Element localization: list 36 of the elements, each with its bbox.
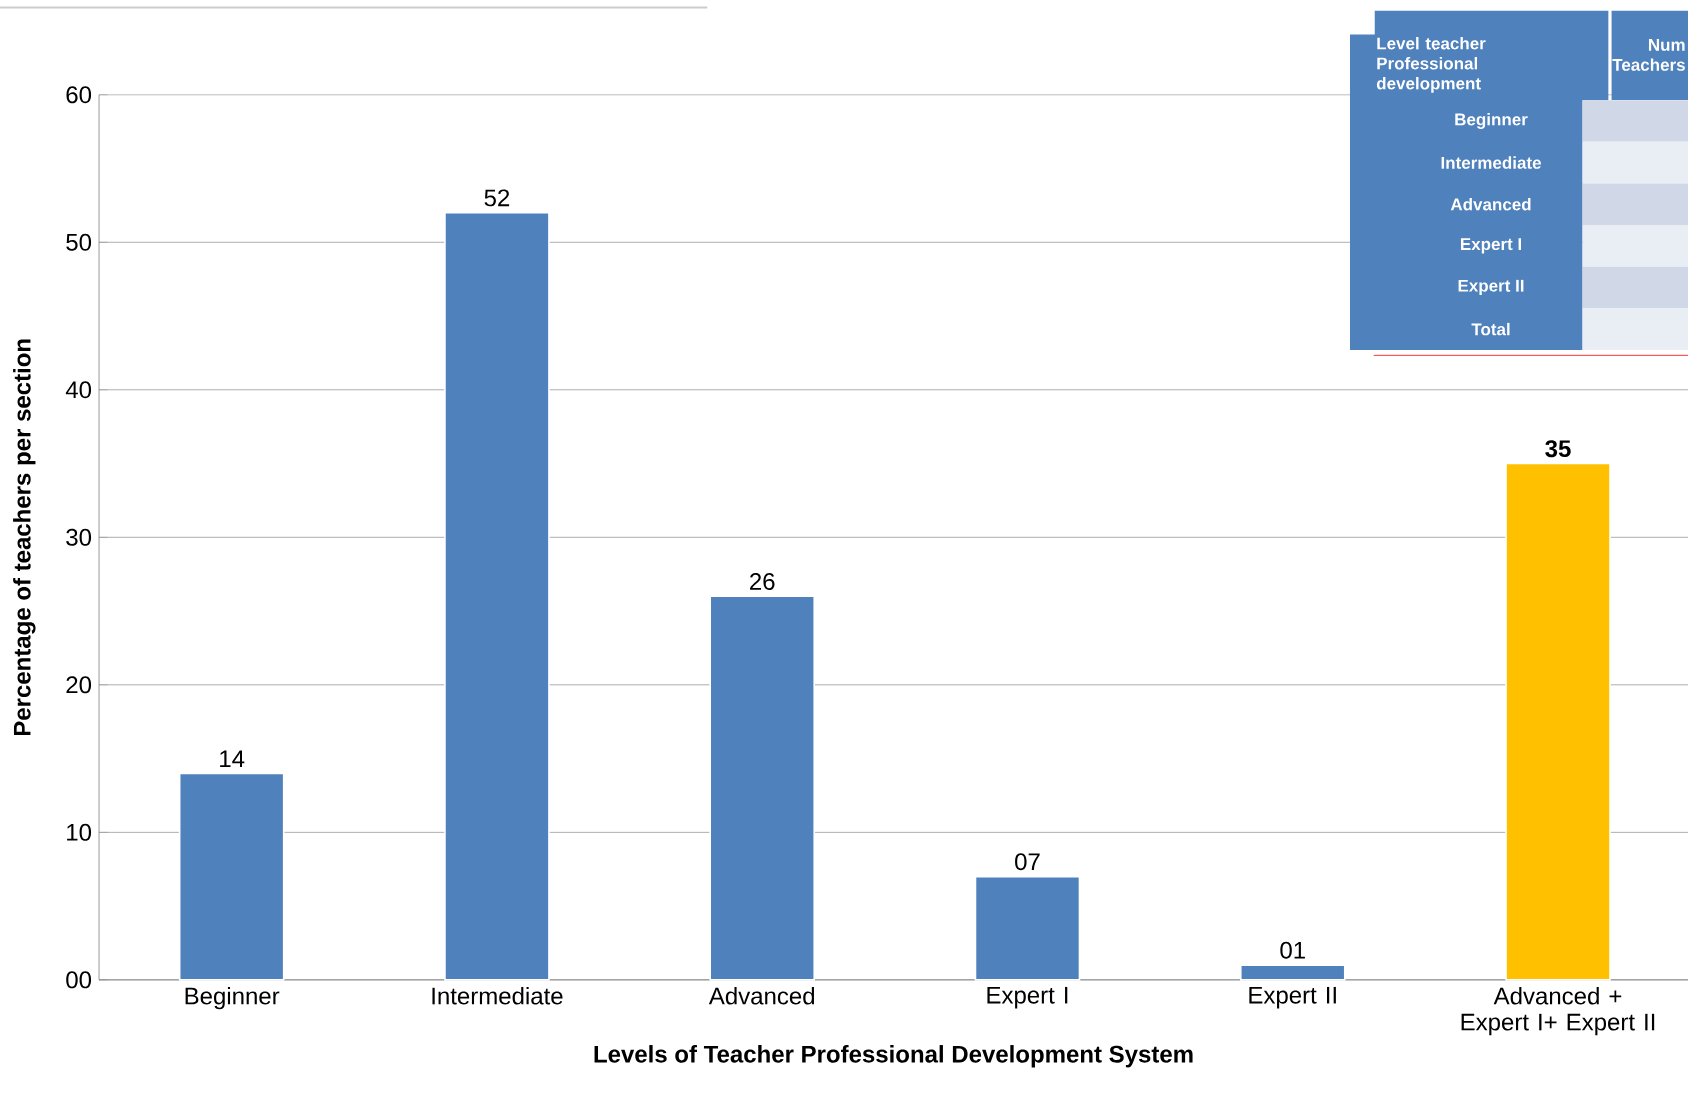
y-tick-label: 40 — [65, 381, 92, 399]
text: Level teacher Professional development — [1376, 37, 1486, 93]
y-axis-title: Percentage of teachers per section — [13, 339, 36, 736]
data-label: 01 — [1280, 941, 1305, 959]
bar — [444, 211, 550, 981]
y-tick-label: 00 — [66, 971, 92, 989]
bar — [178, 772, 285, 981]
x-tick-label: Intermediate — [432, 986, 563, 1005]
x-tick-label: Expert I — [987, 986, 1068, 1009]
y-tick-label: 60 — [66, 86, 92, 104]
x-tick-label: Beginner — [185, 986, 280, 1010]
y-tick-label: 50 — [66, 233, 92, 251]
annotation: Total — [1471, 322, 1510, 336]
data-label: 26 — [750, 572, 775, 590]
x-tick-label: Expert II — [1249, 986, 1336, 1009]
data-label: 14 — [220, 750, 245, 767]
bar — [709, 595, 816, 981]
bar — [974, 875, 1081, 981]
data-label: 07 — [1015, 853, 1040, 871]
bar — [1239, 964, 1346, 981]
x-tick-label: Advanced — [708, 986, 815, 1005]
text: Num — [1648, 39, 1685, 51]
annotation: Expert I — [1460, 238, 1522, 254]
annotation: Expert II — [1458, 279, 1524, 296]
y-tick-label: 20 — [66, 676, 92, 694]
annotation: Advanced — [1450, 197, 1531, 211]
annotation: Beginner — [1455, 112, 1528, 129]
annotation: Intermediate — [1441, 156, 1541, 169]
text: Teachers — [1612, 58, 1685, 71]
x-tick-label: Advanced + Expert I+ Expert II — [1461, 986, 1655, 1036]
data-label: 52 — [484, 189, 510, 207]
data-label: 35 — [1545, 440, 1571, 458]
x-axis-title: Levels of Teacher Professional Development System — [594, 1045, 1193, 1068]
y-tick-label: 30 — [66, 528, 92, 546]
y-tick-label: 10 — [67, 823, 92, 841]
bar — [1505, 462, 1611, 981]
